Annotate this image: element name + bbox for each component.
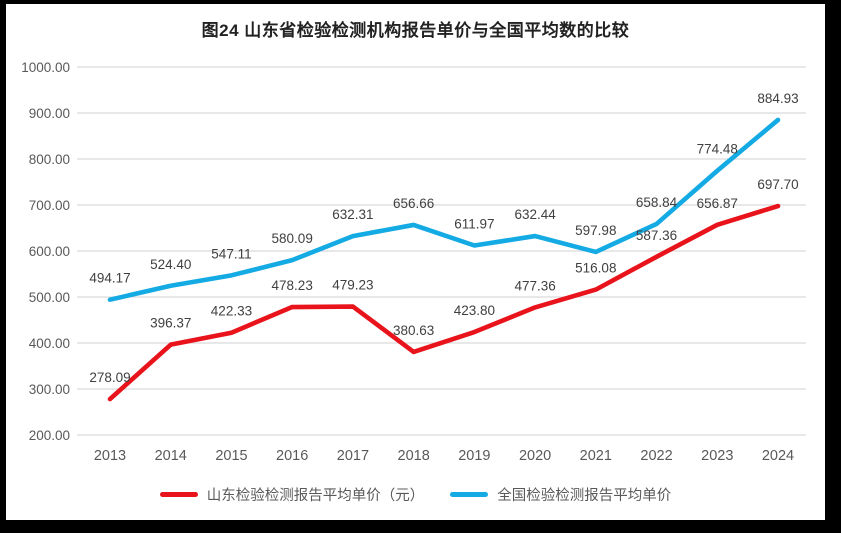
data-label: 656.66 [393,196,434,211]
data-label: 632.44 [514,207,556,222]
data-label: 516.08 [575,261,616,276]
y-axis-label: 800.00 [29,152,70,167]
shandong-line-swatch [159,492,198,497]
x-axis-label: 2020 [519,448,551,464]
legend-label-national: 全国检验检测报告平均单价 [497,488,672,504]
chart-area: 图24 山东省检验检测机构报告单价与全国平均数的比较 200.00 300.00 4… [6,4,825,520]
data-label: 632.31 [332,207,373,222]
legend-item-national: 全国检验检测报告平均单价 [450,484,671,505]
data-label: 422.33 [211,304,252,319]
x-axis-label: 2018 [398,448,430,464]
data-label: 587.36 [636,228,677,243]
data-label: 494.17 [89,271,130,286]
y-axis-label: 400.00 [29,336,70,351]
series-line-0 [107,203,781,402]
x-axis-label: 2019 [458,448,490,464]
data-label: 479.23 [332,278,373,293]
y-axis-label: 200.00 [29,428,70,443]
data-label: 580.09 [272,231,313,246]
x-axis-label: 2015 [215,448,247,464]
legend-label-shandong: 山东检验检测报告平均单价（元） [206,488,425,504]
x-axis-label: 2016 [276,448,308,464]
x-axis-label: 2014 [155,448,187,464]
y-axis-label: 300.00 [29,382,70,397]
data-label: 396.37 [150,316,191,331]
y-axis-label: 700.00 [29,198,70,213]
data-label: 278.09 [89,370,130,385]
y-axis-label: 600.00 [29,244,70,259]
x-axis-label: 2017 [337,448,369,464]
x-axis-label: 2021 [580,448,612,464]
data-label: 478.23 [272,278,313,293]
data-label: 611.97 [454,216,494,231]
data-label: 697.70 [757,177,798,192]
data-label: 477.36 [514,278,555,293]
data-label: 658.84 [636,195,678,210]
legend-item-shandong: 山东检验检测报告平均单价（元） [159,484,425,505]
x-axis-label: 2013 [94,448,126,464]
chart-title: 图24 山东省检验检测机构报告单价与全国平均数的比较 [201,21,630,40]
legend: 山东检验检测报告平均单价（元） 全国检验检测报告平均单价 [6,484,825,505]
x-axis-label: 2024 [762,448,794,464]
data-label: 774.48 [697,142,738,157]
data-label: 656.87 [697,196,738,211]
y-axis-label: 500.00 [29,290,70,305]
x-axis-label: 2022 [640,448,672,464]
y-axis-label: 900.00 [29,106,70,121]
data-label: 524.40 [150,257,191,272]
national-line-swatch [450,492,489,497]
series-line-1 [107,117,781,302]
data-label: 884.93 [757,91,798,106]
data-label: 597.98 [575,223,616,238]
data-label: 547.11 [211,246,251,261]
data-label: 380.63 [393,323,434,338]
line-chart: 200.00 300.00 400.00 500.00 600.00 700.00 800.… [21,60,806,464]
y-axis-label: 1000.00 [21,60,70,75]
data-label: 423.80 [454,303,495,318]
x-axis-label: 2023 [701,448,733,464]
